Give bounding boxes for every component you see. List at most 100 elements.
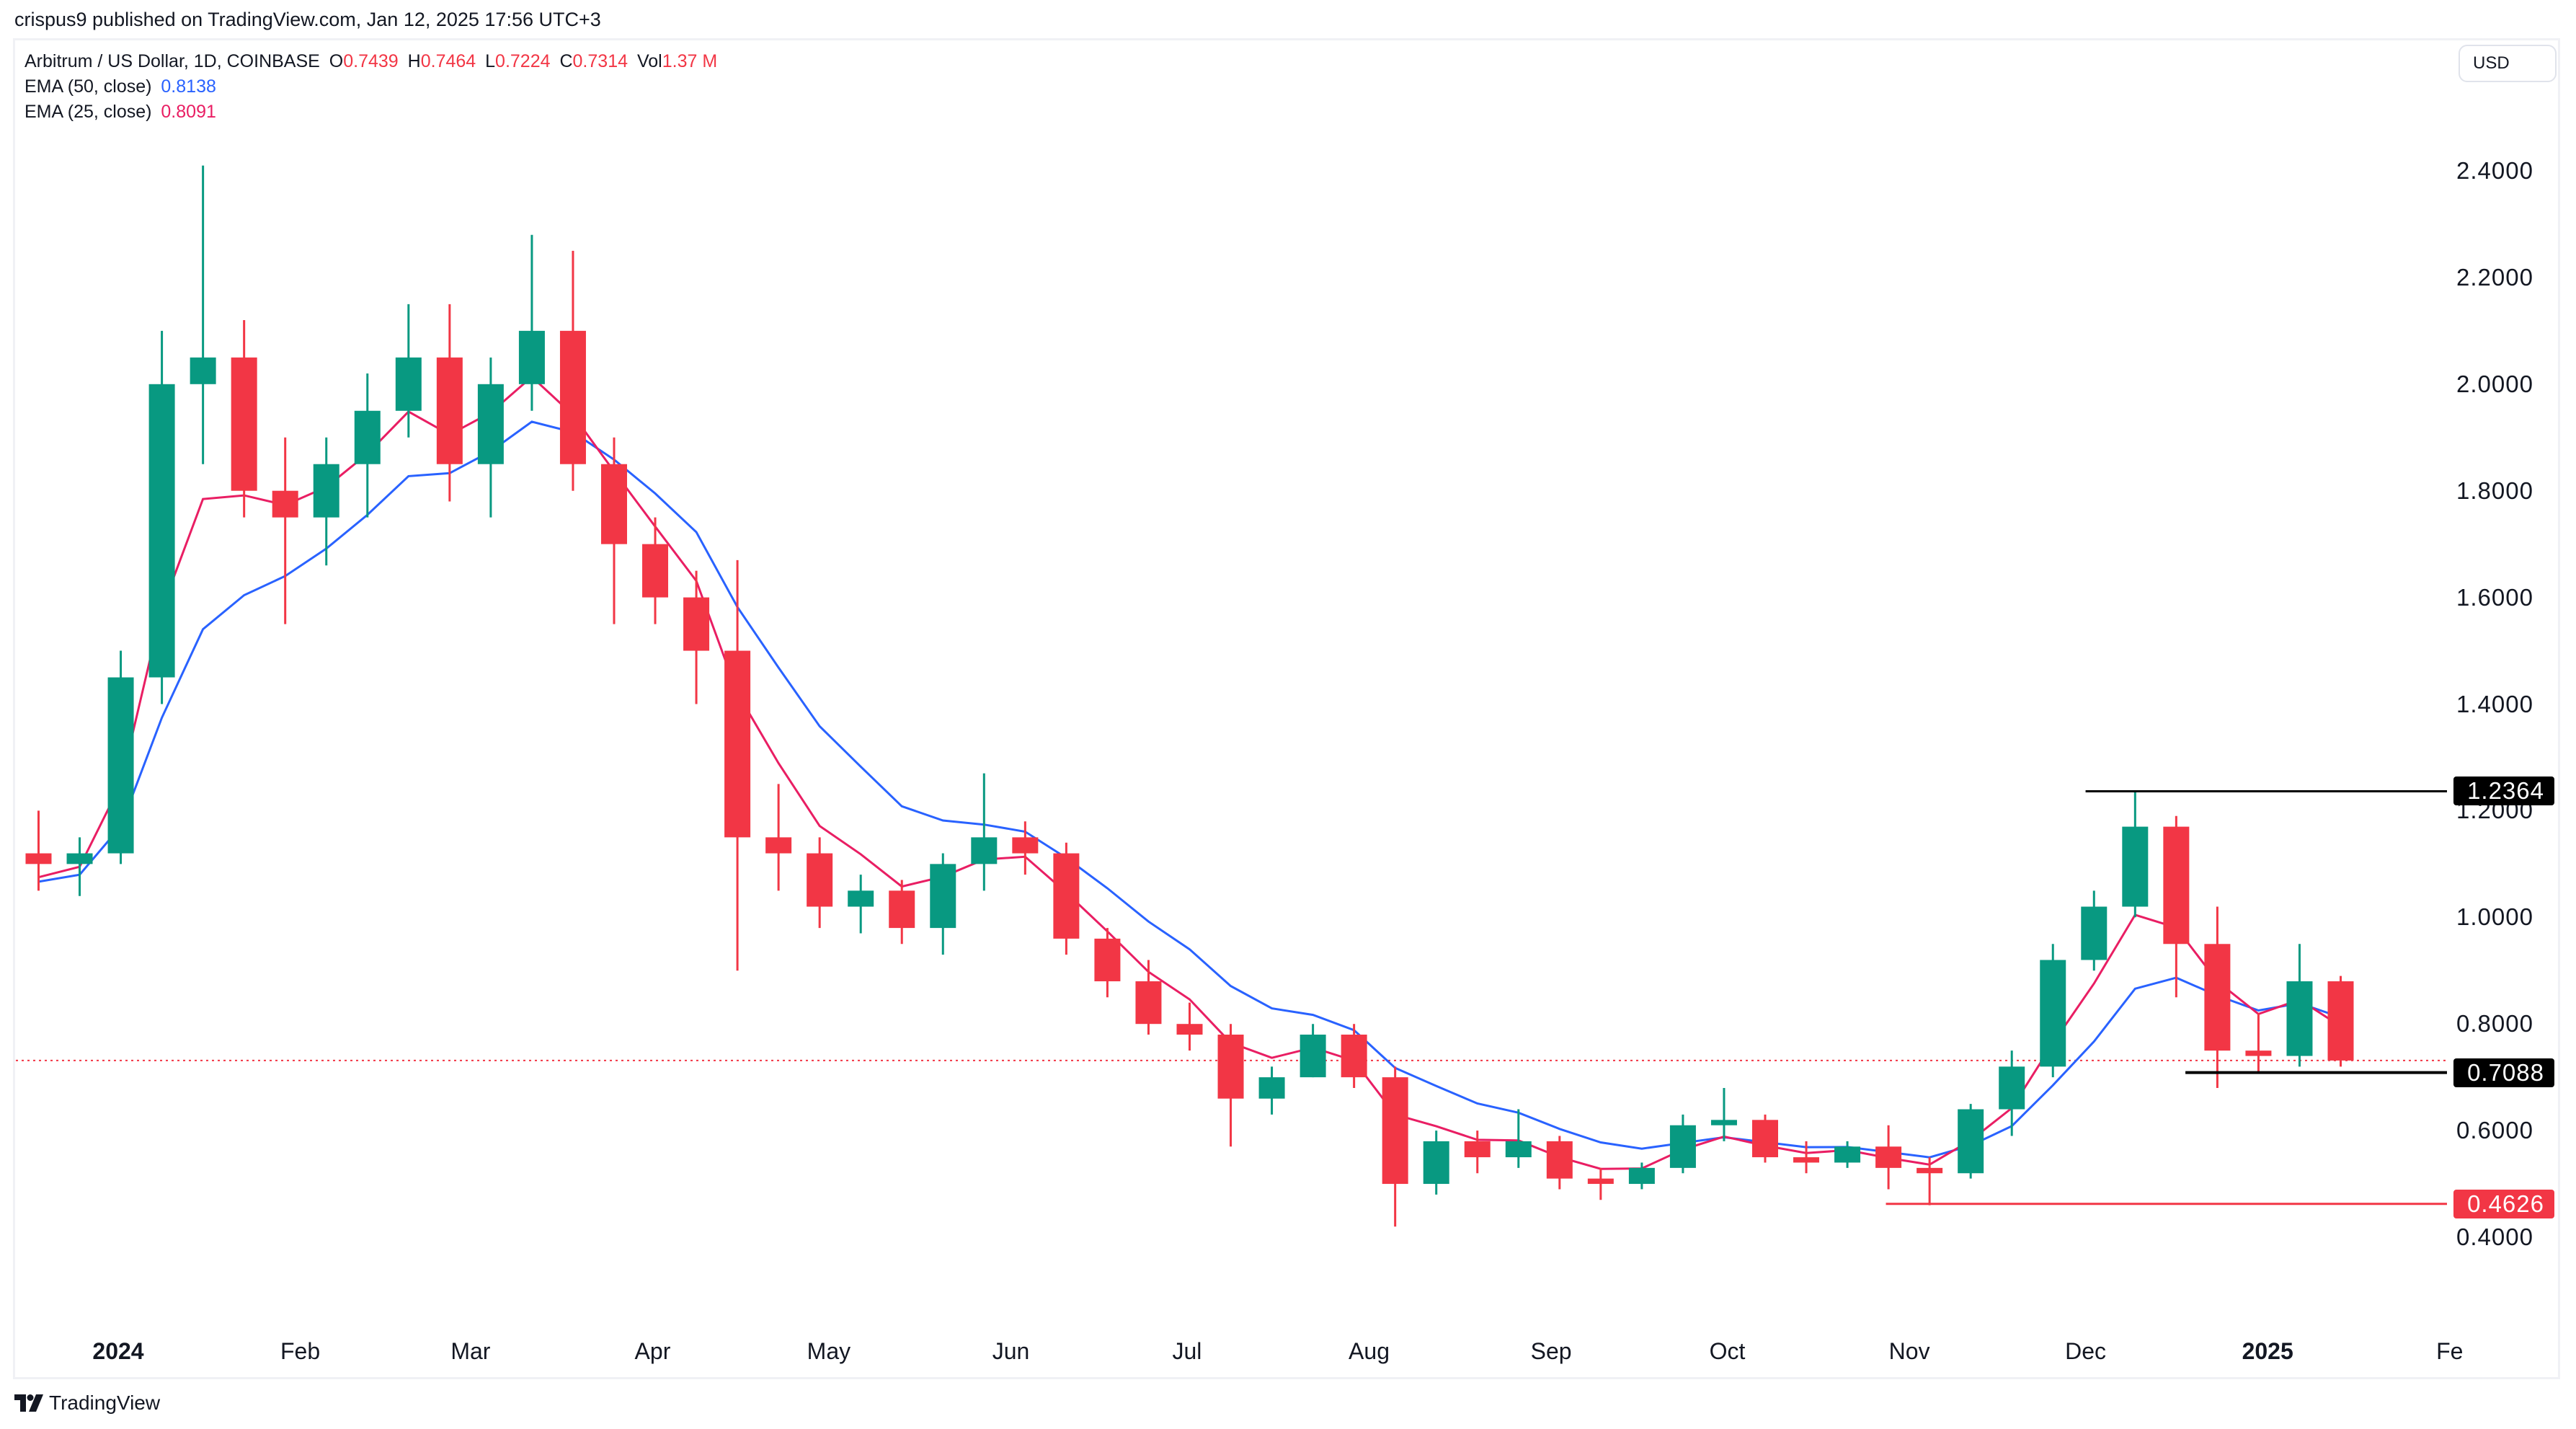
chart-frame: [13, 38, 2560, 1379]
candle: [1751, 1114, 1778, 1163]
candle: [313, 437, 339, 566]
candle: [1875, 1125, 1902, 1190]
candle: [1423, 1131, 1449, 1195]
candle-body: [1875, 1146, 1902, 1168]
candle: [642, 517, 669, 624]
candle-body: [2204, 944, 2231, 1051]
price-tick-label: 1.4000: [2456, 690, 2533, 717]
time-tick-label: 2025: [2242, 1338, 2293, 1364]
candle-body: [354, 410, 381, 464]
candle: [724, 559, 751, 971]
candle: [2245, 1013, 2272, 1073]
candle-body: [1793, 1157, 1820, 1163]
candle-body: [1382, 1077, 1408, 1185]
candle-body: [1135, 981, 1162, 1025]
price-level-badge: 1.2364: [2453, 777, 2554, 806]
ema25-row[interactable]: EMA (25, close) 0.8091: [25, 99, 721, 125]
candle: [272, 437, 298, 624]
candle-body: [2122, 826, 2149, 907]
candle: [2327, 975, 2354, 1067]
time-tick-label: 2024: [92, 1338, 144, 1364]
candle-body: [2040, 960, 2066, 1067]
candle-body: [724, 650, 751, 838]
ema25-line: [38, 375, 2342, 1170]
candle: [848, 875, 874, 934]
candle-body: [971, 837, 998, 864]
candle-body: [1012, 837, 1039, 854]
currency-button[interactable]: USD: [2459, 45, 2557, 82]
symbol-title[interactable]: Arbitrum / US Dollar, 1D, COINBASE: [25, 51, 320, 71]
candle-body: [1669, 1125, 1696, 1168]
high-value: 0.7464: [420, 51, 476, 71]
candle-body: [2245, 1050, 2272, 1056]
time-tick-label: Oct: [1709, 1338, 1746, 1364]
candle-body: [807, 853, 833, 907]
candle: [1958, 1104, 1984, 1179]
candle-body: [107, 677, 134, 854]
candle-body: [1053, 853, 1080, 939]
low-value: 0.7224: [495, 51, 551, 71]
candle: [66, 837, 93, 896]
tradingview-logo[interactable]: TradingView: [14, 1392, 160, 1415]
candle-body: [1217, 1034, 1244, 1099]
ohlc-close: C0.7314: [559, 51, 628, 71]
candle-body: [1917, 1167, 1943, 1174]
ema50-row[interactable]: EMA (50, close) 0.8138: [25, 74, 721, 99]
price-level-badge: 0.7088: [2453, 1058, 2554, 1087]
candle: [1505, 1109, 1532, 1168]
candle-body: [1710, 1120, 1737, 1125]
candle-body: [930, 864, 956, 929]
candle-body: [2163, 826, 2190, 944]
candle-body: [600, 464, 627, 544]
candle-body: [313, 464, 339, 518]
price-tick-label: 0.6000: [2456, 1117, 2533, 1144]
price-tick-label: 1.6000: [2456, 583, 2533, 611]
candle: [190, 165, 216, 464]
time-tick-label: Dec: [2065, 1338, 2107, 1364]
candle-body: [1094, 938, 1121, 982]
candle-body: [1751, 1120, 1778, 1158]
candle-body: [1958, 1109, 1984, 1174]
candle: [765, 784, 792, 891]
candle-body: [2081, 906, 2108, 960]
high-label: H: [407, 51, 421, 71]
candle: [1710, 1087, 1737, 1141]
candle: [1464, 1131, 1491, 1174]
candle: [1094, 928, 1121, 998]
time-tick-label: Mar: [450, 1338, 491, 1364]
open-label: O: [329, 51, 344, 71]
candle-body: [272, 490, 298, 518]
time-tick-label: Nov: [1888, 1338, 1930, 1364]
volume-label: Vol: [636, 51, 662, 71]
ohlc-low: L0.7224: [485, 51, 550, 71]
candle-body: [2286, 981, 2313, 1056]
candle: [2204, 906, 2231, 1088]
candle-body: [889, 890, 915, 929]
candle-body: [642, 544, 669, 598]
ohlc-row: Arbitrum / US Dollar, 1D, COINBASE O 0.74…: [25, 49, 721, 74]
candle: [971, 773, 998, 891]
candle-body: [395, 357, 422, 411]
price-level-badge: 0.4626: [2453, 1189, 2554, 1218]
candle-body: [1505, 1141, 1532, 1158]
candle: [1053, 842, 1080, 955]
candle: [559, 250, 586, 491]
candle-body: [683, 597, 710, 651]
candle-body: [231, 357, 257, 491]
time-tick-label: Jul: [1172, 1338, 1202, 1364]
candle: [2081, 890, 2108, 971]
candle: [1793, 1141, 1820, 1174]
price-tick-label: 0.8000: [2456, 1010, 2533, 1038]
ema50-value: 0.8138: [161, 76, 216, 97]
candle: [107, 650, 134, 864]
candle-body: [436, 357, 463, 464]
candle: [148, 330, 175, 704]
candle: [231, 320, 257, 518]
candle: [395, 304, 422, 438]
candle: [1628, 1162, 1655, 1190]
candle: [1669, 1114, 1696, 1174]
candle: [889, 880, 915, 944]
tradingview-logo-icon: [14, 1394, 43, 1412]
candle: [1546, 1136, 1573, 1190]
